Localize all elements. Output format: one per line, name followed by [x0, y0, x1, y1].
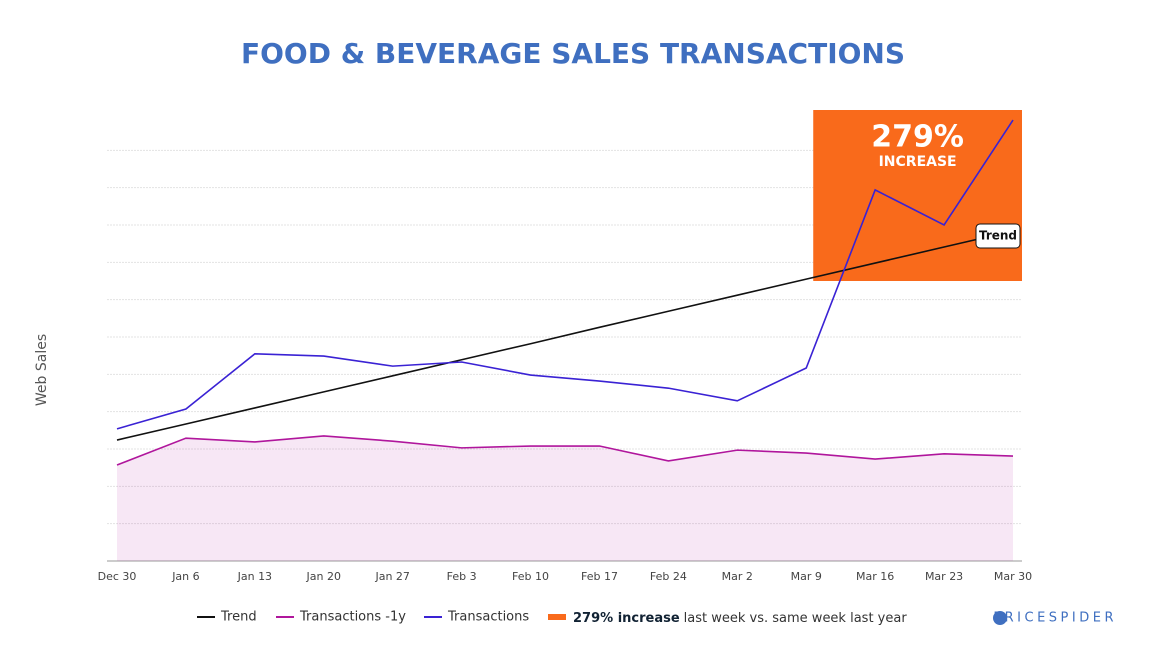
area [117, 435, 1013, 561]
x-tick-label: Dec 30 [98, 570, 137, 583]
trend-label-box [975, 223, 1021, 249]
y-axis-label: Web Sales [34, 334, 50, 406]
line [116, 230, 1014, 441]
x-tick-label: Jan 6 [171, 570, 199, 583]
x-tick-label: Mar 30 [994, 570, 1032, 583]
legend-label: Transactions [447, 610, 529, 625]
x-tick-label: Jan 27 [374, 570, 409, 583]
chart-title: FOOD & BEVERAGE SALES TRANSACTIONS [241, 37, 905, 70]
x-tick-label: Jan 20 [306, 570, 341, 583]
line [116, 435, 1014, 466]
legend-note-text: last week vs. same week last year [684, 611, 908, 626]
legend-swatch [548, 614, 566, 620]
x-tick-label: Mar 16 [856, 570, 894, 583]
line [116, 119, 1014, 430]
x-tick-label: Feb 17 [581, 570, 618, 583]
x-tick-label: Feb 10 [512, 570, 549, 583]
x-tick-label: Mar 23 [925, 570, 963, 583]
x-tick-label: Mar 9 [791, 570, 822, 583]
legend-note-bold: 279% increase [573, 611, 680, 626]
x-tick-label: Feb 3 [447, 570, 477, 583]
legend-note: 279% increase last week vs. same week las… [573, 611, 907, 626]
x-tick-label: Feb 24 [650, 570, 687, 583]
x-tick-label: Mar 2 [722, 570, 753, 583]
brand-logo: PRICESPIDER [993, 611, 1117, 626]
x-tick-label: Jan 13 [237, 570, 272, 583]
highlight-label: INCREASE [879, 154, 957, 170]
legend-label: Transactions -1y [299, 610, 406, 625]
trend-label: Trend [979, 228, 1017, 242]
legend-label: Trend [220, 610, 257, 625]
highlight-value: 279% [871, 120, 964, 155]
brand-icon [993, 611, 1007, 625]
